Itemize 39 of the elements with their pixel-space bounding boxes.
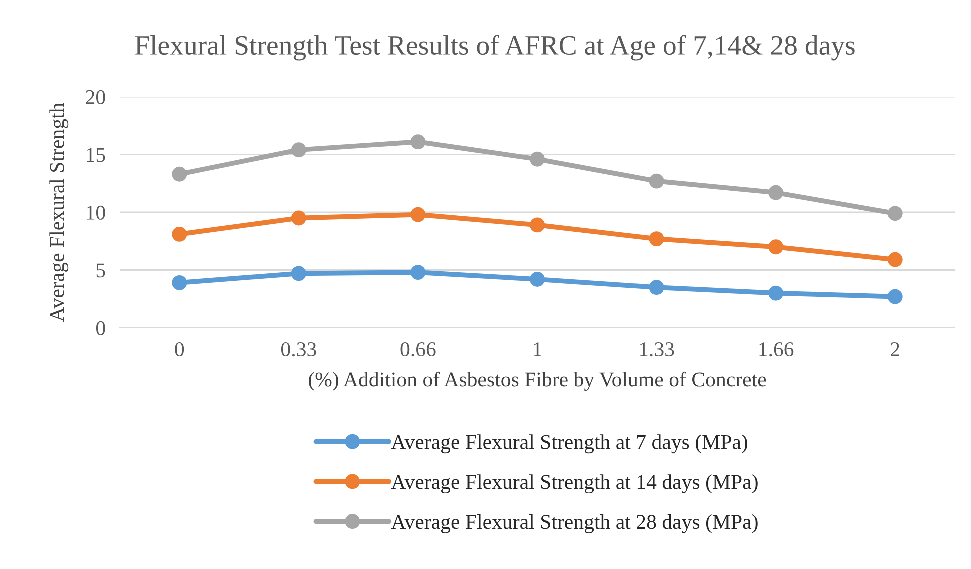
x-tick-label: 0.66 <box>400 342 436 357</box>
legend-label: Average Flexural Strength at 7 days (MPa) <box>391 434 748 454</box>
legend-label: Average Flexural Strength at 14 days (MPa) <box>391 474 758 494</box>
y-tick-label: 0 <box>96 321 106 336</box>
point <box>172 166 188 182</box>
y-tick-label: 10 <box>87 206 106 220</box>
point <box>172 275 188 290</box>
y-axis-title: Average Flexural Strength <box>50 103 69 322</box>
point <box>768 286 784 301</box>
point <box>530 272 545 287</box>
point <box>410 134 426 150</box>
point <box>530 218 545 233</box>
x-tick-label: 0 <box>175 342 184 357</box>
y-tick-label: 20 <box>86 90 106 104</box>
point <box>172 226 188 242</box>
point <box>768 185 784 200</box>
point <box>291 266 306 282</box>
point <box>649 174 664 189</box>
x-tick-label: 1 <box>534 342 542 356</box>
point <box>768 240 784 255</box>
point <box>649 280 664 296</box>
point <box>291 210 306 226</box>
point <box>888 252 903 268</box>
point <box>410 207 426 222</box>
y-tick-label: 5 <box>96 264 106 278</box>
x-axis-title: (%) Addition of Asbestos Fibre by Volume of Concrete <box>309 372 766 392</box>
point <box>888 206 903 222</box>
point <box>291 142 306 158</box>
legend-label: Average Flexural Strength at 28 days (MPa) <box>391 514 758 534</box>
point <box>649 232 664 247</box>
point <box>888 289 903 304</box>
x-tick-label: 0.33 <box>281 342 316 357</box>
y-tick-label: 15 <box>87 148 106 162</box>
chart-title: Flexural Strength Test Results of AFRC at Age of 7,14& 28 days <box>135 35 855 61</box>
point <box>410 265 426 280</box>
point <box>530 152 545 167</box>
x-tick-label: 1.66 <box>760 342 794 357</box>
x-tick-label: 1.33 <box>640 342 674 357</box>
x-tick-label: 2 <box>891 342 900 356</box>
